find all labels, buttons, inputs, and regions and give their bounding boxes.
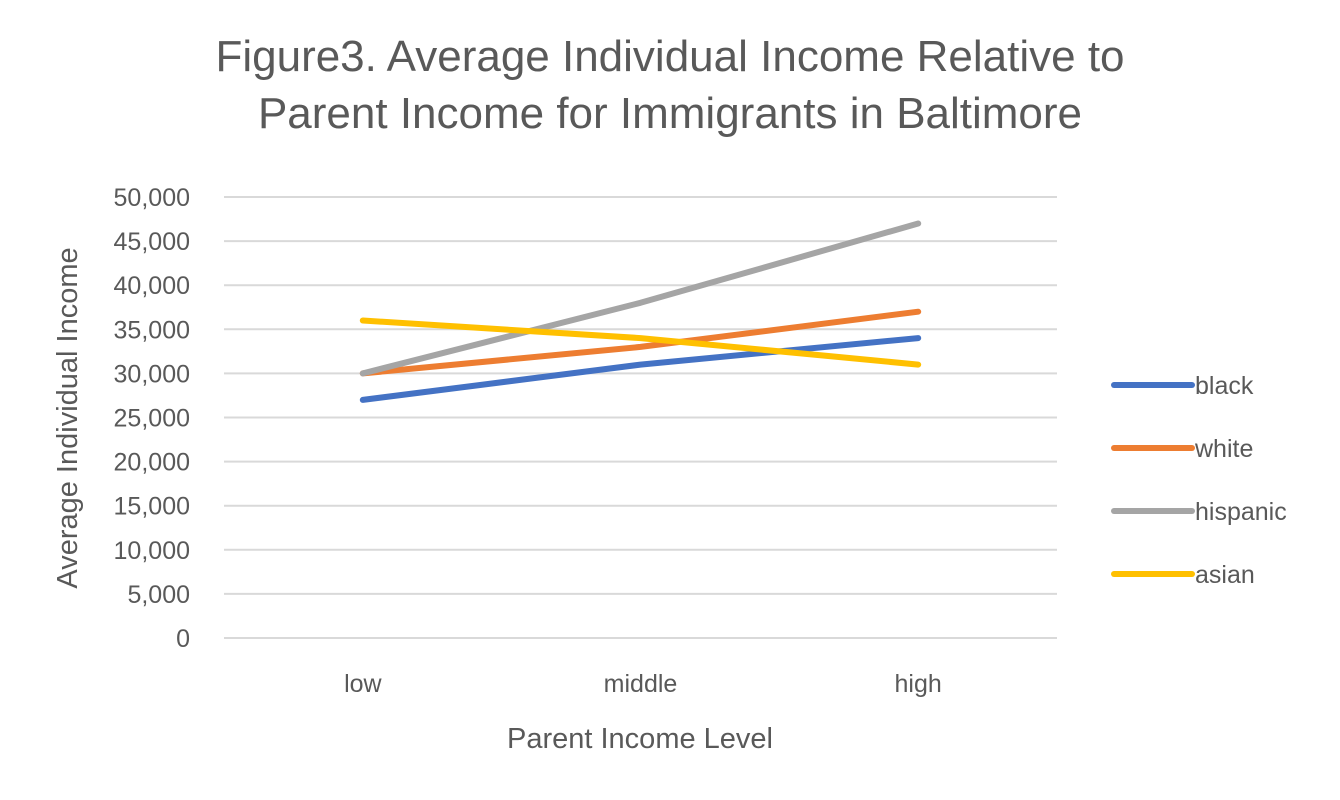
legend-label-hispanic: hispanic: [1195, 498, 1287, 526]
y-tick-label: 50,000: [114, 184, 190, 212]
x-tick-label: middle: [604, 670, 678, 698]
series-line-hispanic: [363, 224, 918, 374]
y-tick-label: 30,000: [114, 360, 190, 388]
y-tick-label: 25,000: [114, 405, 190, 433]
legend: black white hispanic asian: [1114, 372, 1287, 589]
legend-label-asian: asian: [1195, 561, 1255, 589]
legend-label-black: black: [1195, 372, 1254, 400]
y-tick-label: 10,000: [114, 537, 190, 565]
y-tick-label: 15,000: [114, 493, 190, 521]
y-tick-label: 5,000: [127, 581, 190, 609]
x-axis-label: Parent Income Level: [507, 723, 773, 755]
y-tick-label: 20,000: [114, 449, 190, 477]
y-tick-label: 35,000: [114, 316, 190, 344]
y-tick-label: 0: [176, 625, 190, 653]
x-tick-label: low: [344, 670, 382, 698]
x-axis-tick-labels: low middle high: [344, 670, 942, 698]
gridlines: [224, 197, 1057, 638]
y-axis-label: Average Individual Income: [52, 247, 84, 588]
y-tick-label: 40,000: [114, 272, 190, 300]
x-tick-label: high: [895, 670, 942, 698]
series-line-asian: [363, 321, 918, 365]
legend-label-white: white: [1194, 435, 1253, 463]
y-axis-tick-labels: 0 5,000 10,000 15,000 20,000 25,000 30,000 35,0…: [114, 184, 190, 653]
y-tick-label: 45,000: [114, 228, 190, 256]
